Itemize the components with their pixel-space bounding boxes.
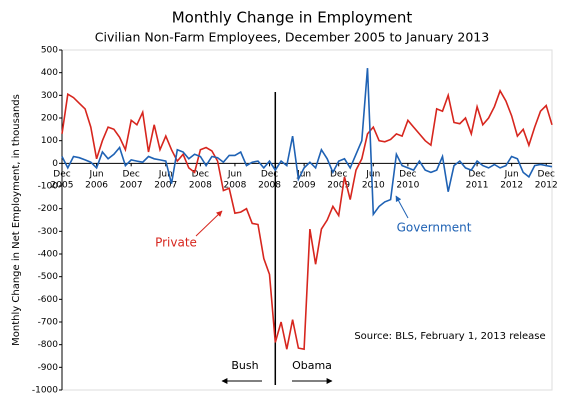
x-tick-label: Dec 2008 bbox=[258, 169, 281, 190]
y-tick-label: -300 bbox=[38, 227, 59, 237]
arrow bbox=[195, 210, 223, 237]
y-tick-label: 0 bbox=[52, 159, 58, 169]
series-line bbox=[61, 68, 553, 217]
x-tick-label: Jun 2007 bbox=[154, 169, 177, 190]
x-tick-label: Dec 2012 bbox=[535, 169, 558, 190]
y-tick-label: -200 bbox=[38, 204, 59, 214]
chart-title: Monthly Change in Employment bbox=[172, 9, 413, 27]
y-tick-label: 300 bbox=[41, 91, 58, 101]
y-tick-label: -500 bbox=[38, 272, 59, 282]
y-tick-label: -400 bbox=[38, 250, 59, 260]
annotation: Bush bbox=[231, 359, 258, 372]
annotation: Government bbox=[397, 221, 472, 235]
y-tick-label: -900 bbox=[38, 363, 59, 373]
y-axis-label: Monthly Change in Net Employment, in tho… bbox=[11, 94, 22, 346]
x-tick-label: Dec 2008 bbox=[189, 169, 212, 190]
x-tick-label: Jun 2012 bbox=[500, 169, 523, 190]
chart-subtitle: Civilian Non-Farm Employees, December 20… bbox=[95, 30, 489, 45]
y-tick-label: -100 bbox=[38, 182, 59, 192]
x-tick-label: Dec 2005 bbox=[51, 169, 74, 190]
y-tick-label: -600 bbox=[38, 295, 59, 305]
x-tick-label: Dec 2007 bbox=[120, 169, 143, 190]
series-line bbox=[61, 88, 553, 351]
arrow bbox=[395, 195, 409, 219]
x-tick-label: Dec 2009 bbox=[327, 169, 350, 190]
y-tick-label: -1000 bbox=[32, 386, 58, 396]
x-tick-label: Dec 2011 bbox=[466, 169, 489, 190]
x-tick-label: Jun 2008 bbox=[223, 169, 246, 190]
x-tick-label: Dec 2010 bbox=[396, 169, 419, 190]
x-tick-label: Jun 2006 bbox=[85, 169, 108, 190]
annotation: Private bbox=[155, 236, 197, 250]
y-tick-label: -800 bbox=[38, 340, 59, 350]
y-tick-label: 500 bbox=[41, 46, 58, 56]
x-tick-label: Jun 2009 bbox=[293, 169, 316, 190]
annotation: Obama bbox=[292, 359, 332, 372]
y-tick-label: 100 bbox=[41, 136, 58, 146]
y-tick-label: 200 bbox=[41, 114, 58, 124]
annotation: Source: BLS, February 1, 2013 release bbox=[354, 331, 545, 342]
y-tick-label: -700 bbox=[38, 318, 59, 328]
y-tick-label: 400 bbox=[41, 68, 58, 78]
x-tick-label: Jun 2010 bbox=[362, 169, 385, 190]
